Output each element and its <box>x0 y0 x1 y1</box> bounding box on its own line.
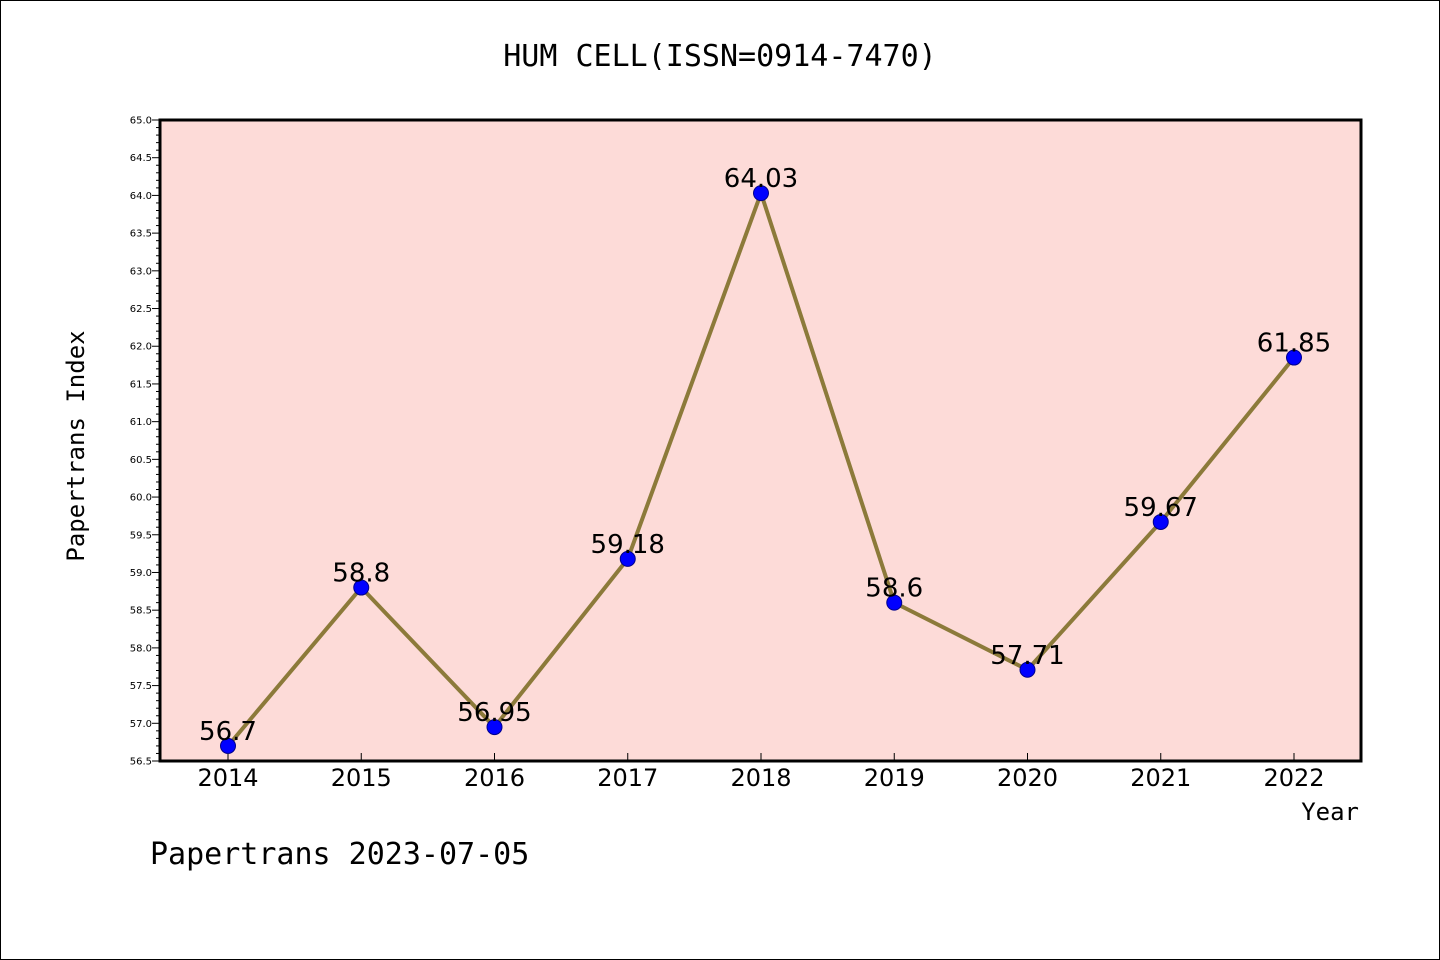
data-label: 56.7 <box>199 717 257 747</box>
plot-area <box>158 118 1363 763</box>
y-tick-label: 60.5 <box>130 455 152 466</box>
y-tick-label: 57.5 <box>130 681 152 692</box>
y-tick-label: 60.0 <box>130 493 152 504</box>
x-tick-label: 2021 <box>1130 764 1191 792</box>
y-tick-label: 59.5 <box>130 530 152 541</box>
data-point <box>220 737 236 754</box>
x-tick-label: 2019 <box>864 764 925 792</box>
y-tick-label: 61.5 <box>130 379 152 390</box>
data-label: 58.6 <box>865 574 923 604</box>
x-tick-label: 2015 <box>331 764 392 792</box>
y-tick-label: 59.0 <box>130 568 152 579</box>
x-tick-label: 2018 <box>730 764 791 792</box>
data-points <box>220 185 1302 754</box>
data-label: 56.95 <box>457 698 531 728</box>
x-tick-label: 2014 <box>197 764 258 792</box>
x-axis-label: Year <box>1301 798 1359 826</box>
y-tick-label: 64.5 <box>130 153 152 164</box>
data-point <box>486 719 503 736</box>
data-label: 59.18 <box>591 530 665 560</box>
data-label: 57.71 <box>990 641 1064 671</box>
y-tick-label: 57.0 <box>130 719 152 730</box>
footer-text: Papertrans 2023-07-05 <box>150 837 529 872</box>
x-tick-label: 2016 <box>464 764 525 792</box>
y-tick-label: 62.0 <box>130 342 152 353</box>
data-label: 59.67 <box>1124 493 1198 523</box>
x-tick-label: 2022 <box>1263 764 1324 792</box>
x-tick-label: 2017 <box>597 764 658 792</box>
y-tick-label: 61.0 <box>130 417 152 428</box>
y-tick-label: 58.0 <box>130 643 152 654</box>
y-tick-label: 56.5 <box>130 757 152 768</box>
data-label: 64.03 <box>724 164 798 194</box>
data-point <box>1019 661 1036 678</box>
data-point <box>886 594 903 611</box>
y-axis: 56.5 57.0 57.5 58.0 58.5 59.0 59.5 60.0 60.5 61.0… <box>130 116 160 768</box>
y-axis-label: Papertrans Index <box>62 330 90 561</box>
y-tick-label: 63.5 <box>130 229 152 240</box>
y-tick-label: 62.5 <box>130 304 152 315</box>
y-tick-label: 64.0 <box>130 191 152 202</box>
data-point <box>1286 349 1302 366</box>
data-label: 61.85 <box>1257 329 1331 359</box>
x-tick-label: 2020 <box>997 764 1058 792</box>
y-tick-label: 58.5 <box>130 606 152 617</box>
data-labels: 56.7 58.8 56.95 59.18 64.03 58.6 57.71 59.67 61.… <box>199 164 1331 747</box>
x-axis: 2014 2015 2016 2017 2018 2019 2020 2021 2022 <box>197 753 1325 792</box>
y-tick-label: 63.0 <box>130 266 152 277</box>
data-label: 58.8 <box>332 559 390 589</box>
data-point <box>1152 513 1169 530</box>
data-point <box>619 550 636 567</box>
data-point <box>353 579 370 596</box>
y-tick-label: 65.0 <box>130 116 152 127</box>
data-point <box>753 185 769 202</box>
chart-title: HUM CELL(ISSN=0914-7470) <box>503 39 936 74</box>
